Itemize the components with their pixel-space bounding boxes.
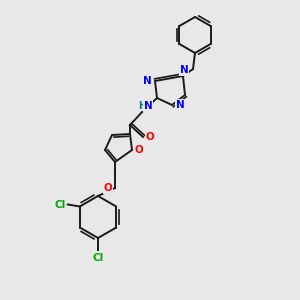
Text: N: N (180, 65, 188, 75)
Text: N: N (144, 101, 152, 111)
Text: O: O (135, 145, 143, 155)
Text: N: N (142, 76, 152, 86)
Text: H: H (138, 101, 146, 111)
Text: N: N (176, 100, 184, 110)
Text: Cl: Cl (92, 253, 104, 263)
Text: Cl: Cl (54, 200, 65, 209)
Text: O: O (146, 132, 154, 142)
Text: O: O (103, 183, 112, 193)
